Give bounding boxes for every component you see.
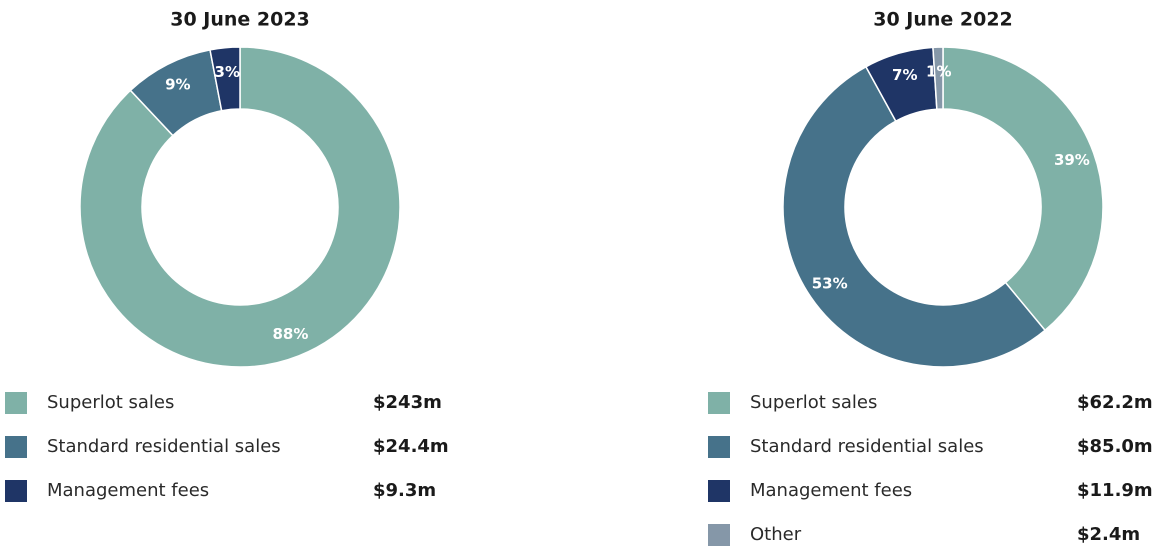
donut-slice (79, 46, 401, 368)
legend-amount: $2.4m (1077, 524, 1140, 545)
legend-label: Standard residential sales (47, 436, 281, 457)
slice-label: 53% (812, 275, 848, 293)
legend-amount: $11.9m (1077, 480, 1153, 501)
legend-label: Standard residential sales (750, 436, 984, 457)
legend-swatch (5, 392, 27, 414)
legend-amount: $62.2m (1077, 392, 1153, 413)
legend-label: Management fees (750, 480, 912, 501)
slice-label: 1% (926, 63, 951, 81)
donut-slice (782, 65, 1047, 368)
legend-amount: $24.4m (373, 436, 449, 457)
legend-label: Management fees (47, 480, 209, 501)
legend-amount: $85.0m (1077, 436, 1153, 457)
chart-title: 30 June 2023 (170, 9, 310, 31)
legend-swatch (5, 436, 27, 458)
legend-label: Other (750, 524, 802, 545)
chart-title: 30 June 2022 (873, 9, 1013, 31)
slice-label: 88% (272, 325, 308, 343)
slice-label: 3% (215, 63, 240, 81)
legend-swatch (708, 436, 730, 458)
donut-slice (209, 46, 241, 112)
donut-slice (932, 46, 944, 110)
legend-amount: $243m (373, 392, 442, 413)
legend-label: Superlot sales (47, 392, 174, 413)
legend-label: Superlot sales (750, 392, 877, 413)
slice-label: 39% (1054, 151, 1090, 169)
legend-swatch (708, 524, 730, 546)
legend-swatch (5, 480, 27, 502)
legend-swatch (708, 392, 730, 414)
slice-label: 9% (165, 75, 190, 93)
legend-swatch (708, 480, 730, 502)
slice-label: 7% (892, 66, 917, 84)
legend-amount: $9.3m (373, 480, 436, 501)
donut-slice (942, 46, 1104, 332)
